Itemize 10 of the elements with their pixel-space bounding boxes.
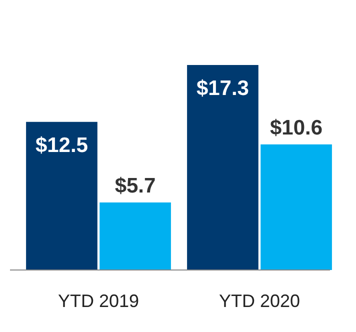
data-label: $12.5 (35, 134, 88, 157)
bar (260, 144, 332, 270)
bar (26, 122, 98, 270)
data-label: $5.7 (114, 174, 156, 198)
data-label: $17.3 (196, 77, 250, 100)
data-label: $10.6 (270, 116, 323, 140)
x-tick-label: YTD 2020 (218, 291, 300, 311)
x-tick-label: YTD 2019 (58, 291, 140, 311)
bar (187, 65, 258, 270)
bar (100, 202, 171, 270)
